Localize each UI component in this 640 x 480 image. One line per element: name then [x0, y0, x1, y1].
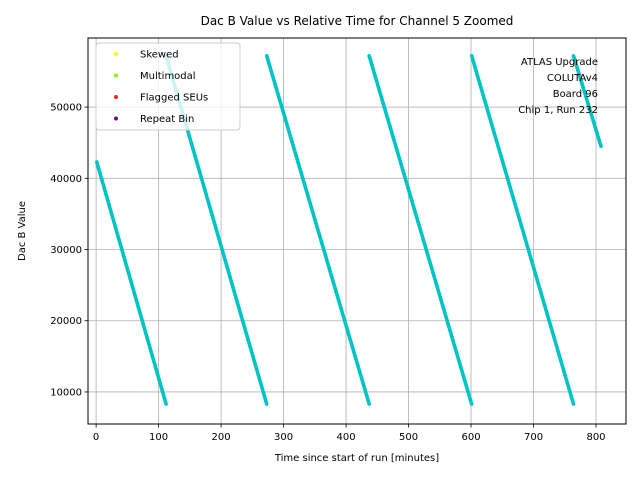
plot-frame [87, 37, 627, 425]
legend-label: Repeat Bin [140, 114, 194, 125]
annotation-line: ATLAS Upgrade [521, 57, 598, 68]
annotation-line: Chip 1, Run 232 [518, 105, 598, 116]
legend-label: Multimodal [140, 71, 196, 82]
x-tick-label: 500 [399, 432, 418, 443]
y-tick-label: 40000 [50, 174, 82, 185]
legend-label: Flagged SEUs [140, 93, 208, 104]
y-tick-label: 10000 [50, 387, 82, 398]
x-tick-label: 400 [337, 432, 356, 443]
data-points [94, 54, 603, 406]
legend: Skewed Multimodal Flagged SEUs Repeat Bin [95, 42, 241, 131]
legend-marker [114, 116, 118, 121]
data-point [469, 402, 474, 406]
legend-label: Skewed [140, 50, 179, 61]
legend-marker [114, 73, 118, 78]
legend-marker [114, 95, 118, 99]
data-point [599, 144, 603, 149]
x-tick-label: 200 [212, 432, 231, 443]
chart-title: Dac B Value vs Relative Time for Channel… [201, 14, 514, 28]
legend-marker [114, 52, 118, 56]
y-tick-label: 20000 [50, 316, 82, 327]
x-tick-label: 700 [524, 432, 543, 443]
data-point [367, 402, 371, 406]
legend-box [95, 42, 241, 131]
x-tick-label: 0 [93, 432, 99, 443]
x-tick-label: 100 [149, 432, 168, 443]
data-point [571, 402, 576, 406]
y-axis-ticks: 10000 20000 30000 40000 50000 [50, 103, 88, 398]
annotation-line: Board 96 [553, 89, 598, 100]
data-point [264, 402, 269, 406]
y-tick-label: 30000 [50, 245, 82, 256]
x-axis-label: Time since start of run [minutes] [274, 453, 439, 464]
x-tick-label: 800 [586, 432, 605, 443]
data-point [164, 402, 168, 406]
annotation-line: COLUTAv4 [547, 73, 598, 84]
x-tick-label: 300 [274, 432, 293, 443]
annotation-text-block: ATLAS Upgrade COLUTAv4 Board 96 Chip 1, Run… [518, 57, 598, 116]
y-axis-label: Dac B Value [17, 201, 28, 261]
x-axis-ticks: 0 100 200 300 400 500 600 700 800 [93, 424, 606, 443]
y-tick-label: 50000 [50, 103, 82, 114]
x-tick-label: 600 [461, 432, 480, 443]
